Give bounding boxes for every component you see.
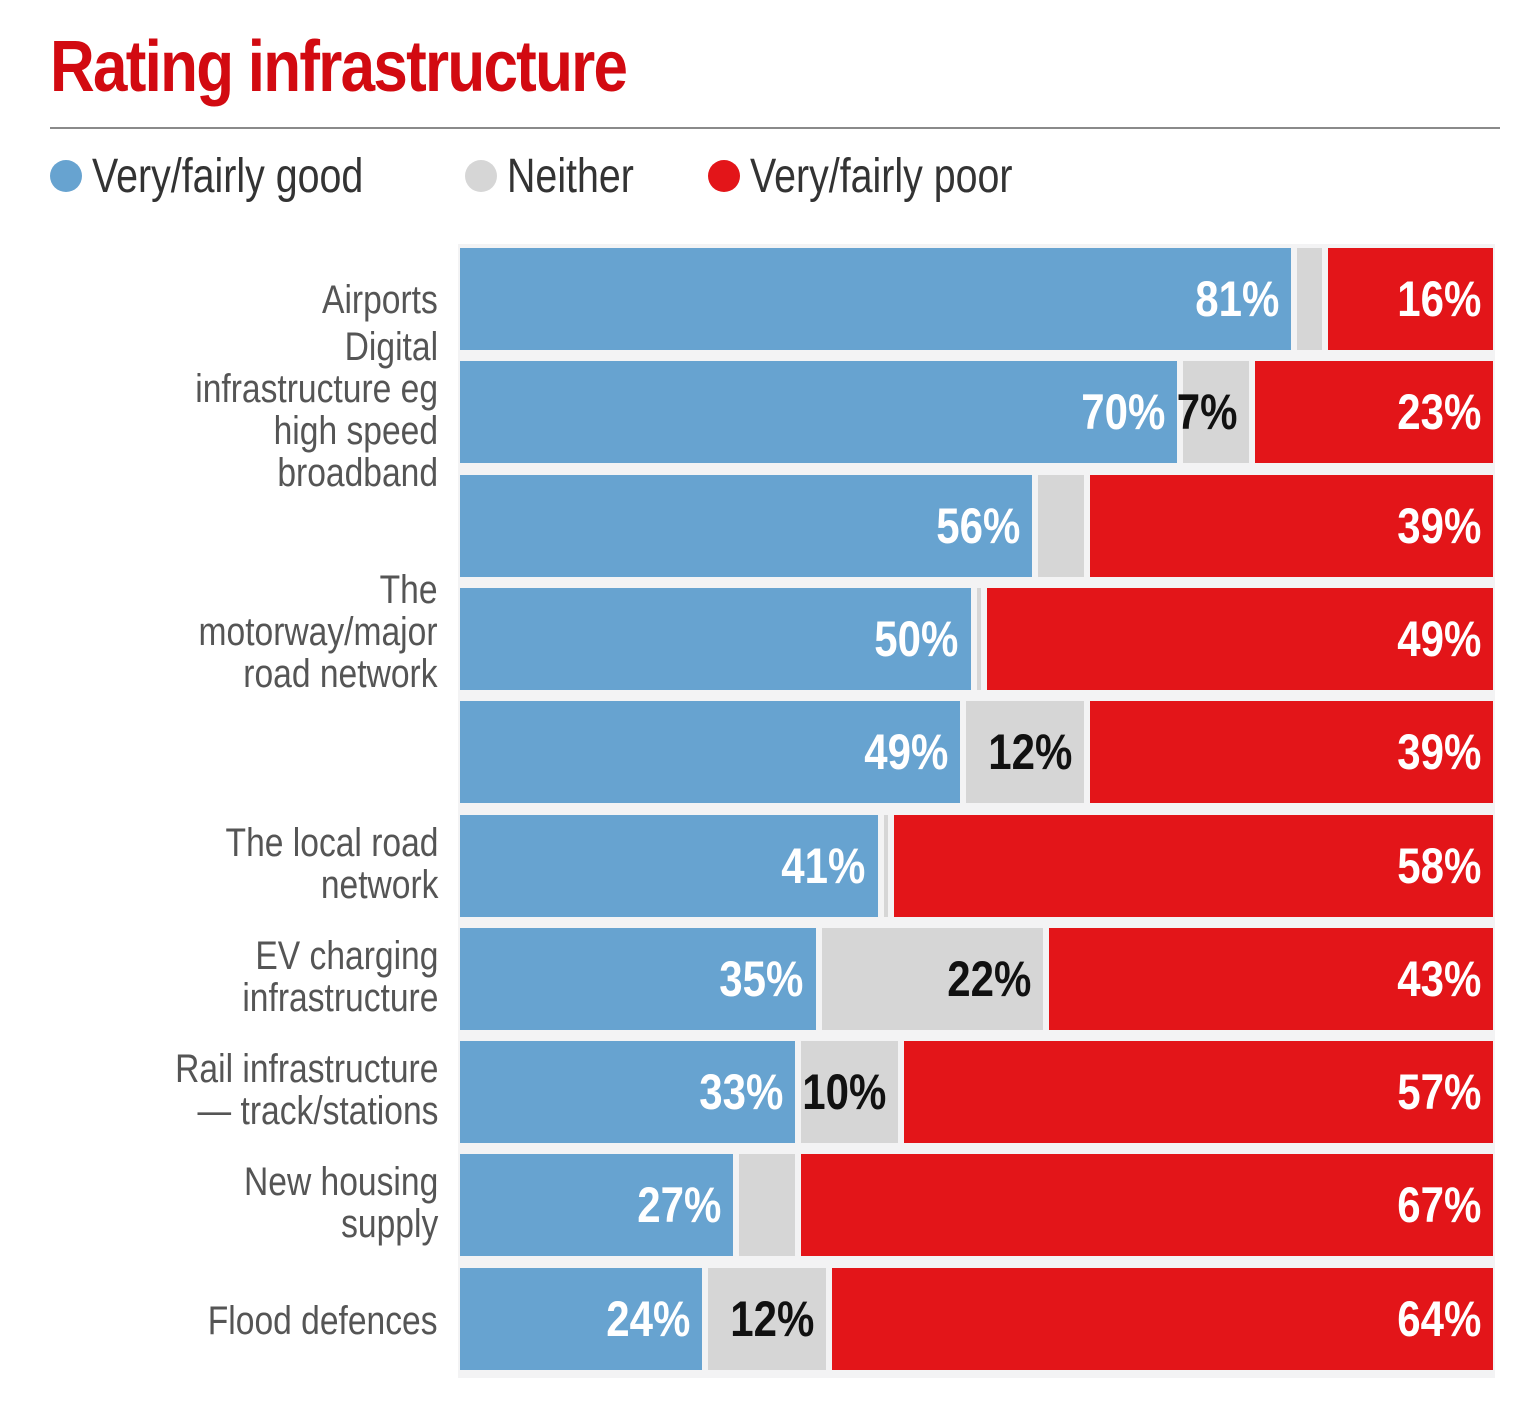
data-label: 24% (606, 1290, 691, 1347)
category-label: EV charging infrastructure (18, 935, 438, 1019)
bar-segment-very-fairly-poor: 67% (800, 1154, 1493, 1257)
legend: Very/fairly good Neither Very/fairly poo… (50, 146, 1070, 206)
category-label-text: EV charging infrastructure (241, 934, 438, 1020)
category-label: Airports (18, 279, 438, 321)
data-label: 10% (802, 1064, 887, 1121)
bar-segment-neither (1038, 474, 1085, 577)
bar-segment-very-fairly-good: 27% (460, 1154, 733, 1257)
data-label: 39% (1397, 724, 1482, 781)
category-label-text: Airports (322, 278, 438, 322)
bar-segment-neither (883, 814, 888, 917)
data-label: 7% (1176, 384, 1238, 441)
data-label: 22% (946, 950, 1032, 1007)
data-label: 81% (1194, 271, 1279, 327)
bar-segment-very-fairly-poor: 57% (904, 1041, 1493, 1144)
bar-segment-very-fairly-good: 49% (460, 701, 961, 804)
data-label: 12% (988, 724, 1073, 781)
category-label: Digital infrastructure eg high speed bro… (18, 326, 438, 494)
data-label: 58% (1397, 837, 1482, 894)
bar-segment-neither: 7% (1177, 361, 1250, 464)
category-label-text: Digital infrastructure eg high speed bro… (195, 325, 438, 495)
bar-segment-very-fairly-poor: 16% (1327, 248, 1493, 350)
legend-item-poor: Very/fairly poor (708, 149, 1070, 204)
category-label-text: New housing supply (243, 1160, 438, 1246)
category-label: Rail infrastructure — track/stations (18, 1048, 438, 1132)
category-label: The local road network (18, 822, 438, 906)
legend-dot-neither-icon (465, 160, 497, 192)
category-label-text: Rail infrastructure — track/stations (174, 1047, 438, 1133)
category-label: The motorway/major road network (18, 569, 438, 695)
data-label: 57% (1397, 1064, 1482, 1121)
legend-label-good: Very/fairly good (92, 149, 364, 203)
legend-dot-good-icon (50, 160, 82, 192)
data-label: 16% (1397, 271, 1482, 327)
bar-segment-neither (1296, 248, 1322, 350)
data-label: 41% (781, 837, 866, 894)
bar-segment-very-fairly-poor: 39% (1090, 701, 1493, 804)
legend-label-poor: Very/fairly poor (750, 149, 1013, 203)
bar-segment-very-fairly-good: 41% (460, 814, 878, 917)
bar-segment-very-fairly-good: 24% (460, 1267, 702, 1370)
data-label: 43% (1397, 950, 1482, 1007)
bar-segment-neither: 12% (707, 1267, 826, 1370)
data-label: 49% (864, 724, 949, 781)
category-label-text: The local road network (225, 821, 438, 907)
data-label: 27% (637, 1177, 722, 1234)
bar-segment-neither: 12% (966, 701, 1085, 804)
category-label-text: Flood defences (208, 1299, 438, 1343)
bar-segment-very-fairly-good: 35% (460, 927, 816, 1030)
plot-area: 81% 16% 70% 7% 23% 56% 39% 50% 49% 49% 12% 39% 41% 58… (458, 244, 1495, 1378)
data-label: 50% (874, 610, 959, 667)
data-label: 49% (1397, 610, 1482, 667)
bar-segment-very-fairly-good: 70% (460, 361, 1178, 464)
legend-item-good: Very/fairly good (50, 149, 465, 204)
bar-segment-very-fairly-good: 56% (460, 474, 1033, 577)
data-label: 39% (1397, 497, 1482, 554)
bar-segment-very-fairly-poor: 49% (986, 587, 1493, 690)
data-label: 70% (1081, 384, 1166, 441)
bar-segment-neither (738, 1154, 795, 1257)
bar-segment-very-fairly-poor: 39% (1090, 474, 1493, 577)
data-label: 23% (1397, 384, 1482, 441)
data-label: 12% (730, 1290, 815, 1347)
bar-segment-neither: 10% (800, 1041, 899, 1144)
legend-item-neither: Neither (465, 149, 708, 204)
bar-segment-neither (976, 587, 981, 690)
data-label: 35% (719, 950, 804, 1007)
data-label: 56% (936, 497, 1021, 554)
bar-segment-very-fairly-poor: 58% (893, 814, 1493, 917)
bar-segment-very-fairly-good: 33% (460, 1041, 795, 1144)
legend-dot-poor-icon (708, 160, 740, 192)
category-label-text: The motorway/major road network (199, 568, 438, 696)
chart-title: Rating infrastructure (50, 27, 628, 107)
bar-segment-neither: 22% (821, 927, 1043, 1030)
bar-segment-very-fairly-poor: 43% (1048, 927, 1493, 1030)
bar-segment-very-fairly-good: 81% (460, 248, 1291, 350)
data-label: 67% (1397, 1177, 1482, 1234)
bar-segment-very-fairly-good: 50% (460, 587, 971, 690)
title-divider (50, 127, 1500, 129)
category-label: New housing supply (18, 1161, 438, 1245)
category-label: Flood defences (18, 1300, 438, 1342)
data-label: 64% (1397, 1290, 1482, 1347)
bar-segment-very-fairly-poor: 64% (831, 1267, 1493, 1370)
bar-segment-very-fairly-poor: 23% (1255, 361, 1493, 464)
data-label: 33% (699, 1064, 784, 1121)
legend-label-neither: Neither (507, 149, 634, 203)
